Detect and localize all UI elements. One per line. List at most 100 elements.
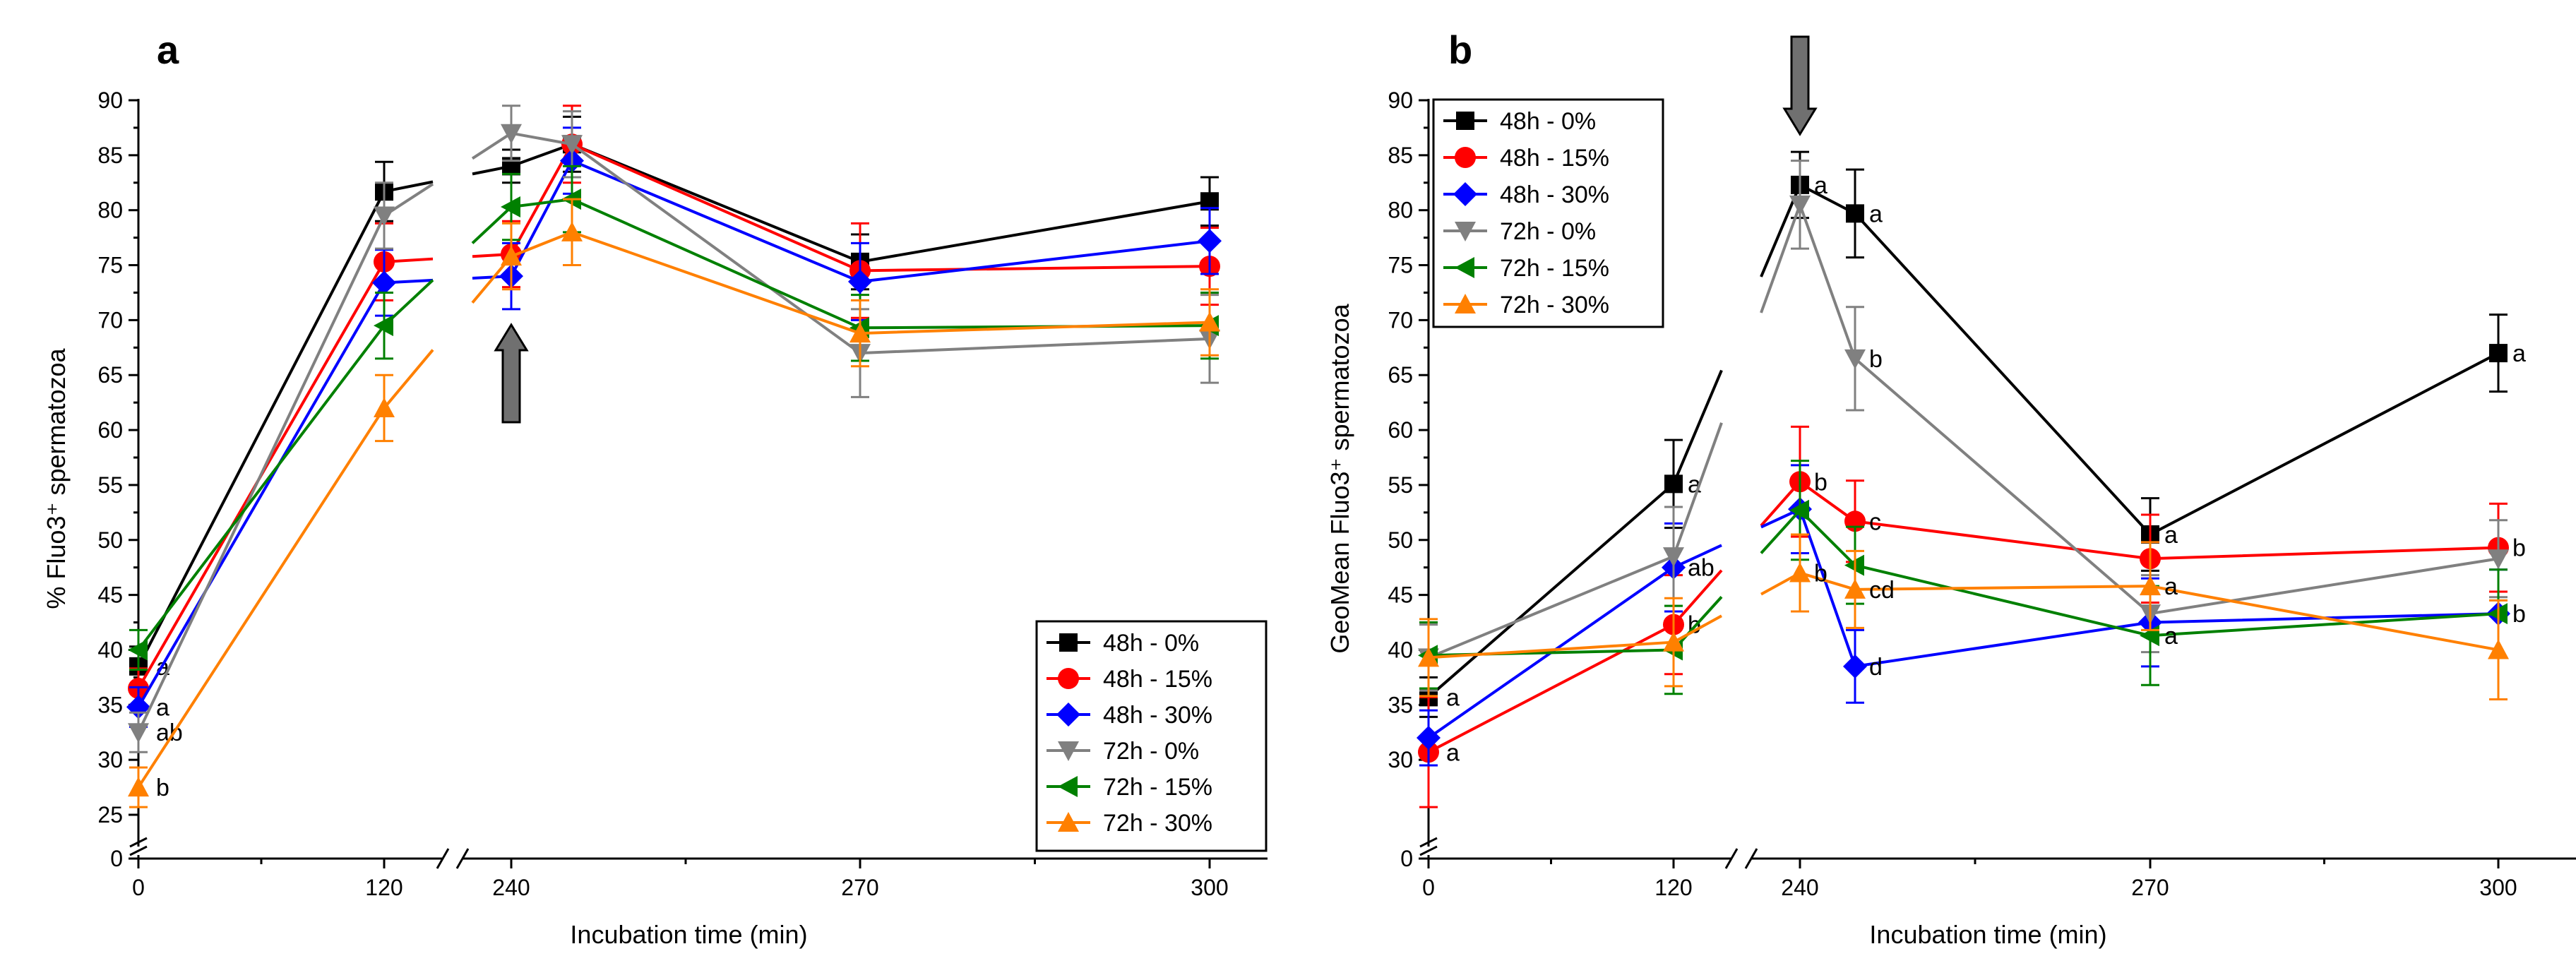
significance-letter: b bbox=[1869, 346, 1883, 373]
data-point bbox=[1843, 654, 1867, 679]
significance-letter: a bbox=[156, 694, 169, 721]
y-tick-label: 40 bbox=[97, 637, 123, 662]
data-point bbox=[374, 206, 395, 227]
panel-a: 0 25 30 35 40 45 50 55 60 65 70 75 80 85 90 0 120 240 270 3… bbox=[42, 28, 1268, 949]
arrow-up-icon bbox=[494, 323, 529, 424]
data-point bbox=[1789, 195, 1811, 215]
series-line bbox=[1427, 482, 1675, 698]
data-point bbox=[561, 135, 583, 155]
legend-label: 48h - 30% bbox=[1103, 702, 1212, 729]
y-tick-label: 30 bbox=[97, 747, 123, 772]
significance-letter: a bbox=[2164, 623, 2178, 650]
significance-letter: b bbox=[2512, 535, 2526, 562]
y-tick-label: 45 bbox=[97, 582, 123, 608]
data-point bbox=[848, 269, 872, 294]
x-tick-label: 240 bbox=[492, 875, 530, 900]
legend-label: 72h - 0% bbox=[1500, 218, 1596, 245]
series-line bbox=[137, 324, 386, 651]
series-72h-30-: b cd a bbox=[1418, 533, 2509, 701]
legend-box bbox=[1035, 620, 1268, 852]
x-tick-label: 270 bbox=[2131, 875, 2169, 900]
data-point bbox=[849, 323, 871, 343]
legend-marker bbox=[1058, 776, 1078, 797]
legend-label: 72h - 15% bbox=[1103, 774, 1212, 801]
x-tick-label: 120 bbox=[365, 875, 402, 900]
series-line bbox=[1799, 509, 2499, 638]
significance-letter: a bbox=[1446, 684, 1460, 711]
significance-letter: b bbox=[2512, 601, 2526, 628]
y-tick-label: 55 bbox=[1388, 472, 1413, 498]
significance-letter: b bbox=[156, 775, 169, 801]
x-axis-break-mark bbox=[1724, 848, 1739, 869]
series-line bbox=[137, 191, 386, 667]
panel-label: b bbox=[1448, 28, 1472, 72]
legend-marker bbox=[1059, 633, 1078, 652]
y-tick-label: 70 bbox=[97, 307, 123, 333]
data-point bbox=[1664, 474, 1683, 494]
significance-letter: a bbox=[2164, 522, 2178, 549]
significance-letter: c bbox=[1869, 508, 1881, 535]
y-tick-label: 30 bbox=[1388, 747, 1413, 772]
y-tick-label: 85 bbox=[1388, 143, 1413, 168]
y-axis-label: % Fluo3⁺ spermatozoa bbox=[42, 347, 71, 609]
y-tick-label: 75 bbox=[1388, 253, 1413, 278]
significance-letter: b bbox=[1814, 560, 1827, 587]
data-point bbox=[1789, 562, 1811, 582]
data-point bbox=[128, 723, 149, 743]
y-tick-label: 80 bbox=[1388, 198, 1413, 223]
data-point bbox=[1418, 647, 1439, 667]
data-point bbox=[372, 270, 396, 295]
y-tick-label: 35 bbox=[1388, 692, 1413, 717]
x-axis-label: Incubation time (min) bbox=[1869, 920, 2106, 949]
series-line bbox=[137, 282, 386, 708]
annotation-arrow bbox=[494, 323, 529, 424]
data-point bbox=[128, 639, 148, 661]
series-line bbox=[510, 159, 1210, 283]
series-line bbox=[510, 142, 1210, 273]
y-axis-break-mark bbox=[129, 845, 148, 856]
x-tick-label: 300 bbox=[2479, 875, 2517, 900]
y-tick-label: 0 bbox=[110, 846, 123, 871]
series-line bbox=[1428, 640, 1674, 659]
series-72h-15-: a bbox=[1418, 460, 2508, 695]
data-point bbox=[1198, 229, 1222, 253]
series-line bbox=[511, 143, 1210, 263]
legend-label: 48h - 15% bbox=[1500, 145, 1609, 172]
series-line bbox=[511, 230, 1210, 335]
data-point bbox=[1844, 578, 1866, 599]
x-tick-label: 0 bbox=[132, 875, 145, 900]
legend-marker bbox=[1058, 741, 1079, 761]
data-point bbox=[1663, 547, 1684, 568]
significance-letter: cd bbox=[1869, 577, 1895, 604]
x-tick-label: 120 bbox=[1654, 875, 1692, 900]
data-point bbox=[1663, 631, 1684, 652]
legend-label: 72h - 15% bbox=[1500, 255, 1609, 282]
legend: 48h - 0% 48h - 15% 48h - 30% 72h - 0% 72h - … bbox=[1035, 620, 1268, 852]
legend-marker bbox=[1056, 703, 1080, 727]
significance-letter: ab bbox=[1688, 555, 1715, 582]
data-point bbox=[2488, 549, 2509, 570]
y-tick-label: 85 bbox=[97, 143, 123, 168]
series-72h-30-: b bbox=[128, 198, 1220, 808]
y-tick-label: 65 bbox=[97, 362, 123, 388]
data-point bbox=[1844, 349, 1866, 369]
legend-marker bbox=[1058, 812, 1079, 832]
legend-label: 48h - 0% bbox=[1103, 630, 1199, 657]
y-axis-label: GeoMean Fluo3⁺ spermatozoa bbox=[1325, 303, 1354, 653]
series-line-break bbox=[1673, 614, 1722, 644]
y-tick-label: 45 bbox=[1388, 582, 1413, 608]
y-tick-label: 80 bbox=[97, 198, 123, 223]
series-line bbox=[1799, 571, 2499, 652]
y-tick-label: 40 bbox=[1388, 637, 1413, 662]
series-line-break bbox=[1672, 569, 1723, 626]
y-axis-break-mark bbox=[1419, 845, 1438, 856]
legend-label: 72h - 0% bbox=[1103, 738, 1199, 765]
data-point bbox=[128, 777, 149, 797]
data-point bbox=[561, 221, 583, 241]
panel-b: 0 30 35 40 45 50 55 60 65 70 75 80 85 90 0 120 240 270 300… bbox=[1325, 28, 2576, 949]
y-tick-label: 0 bbox=[1400, 846, 1413, 871]
y-tick-label: 60 bbox=[97, 417, 123, 443]
data-point bbox=[501, 124, 522, 144]
y-tick-label: 90 bbox=[97, 88, 123, 113]
